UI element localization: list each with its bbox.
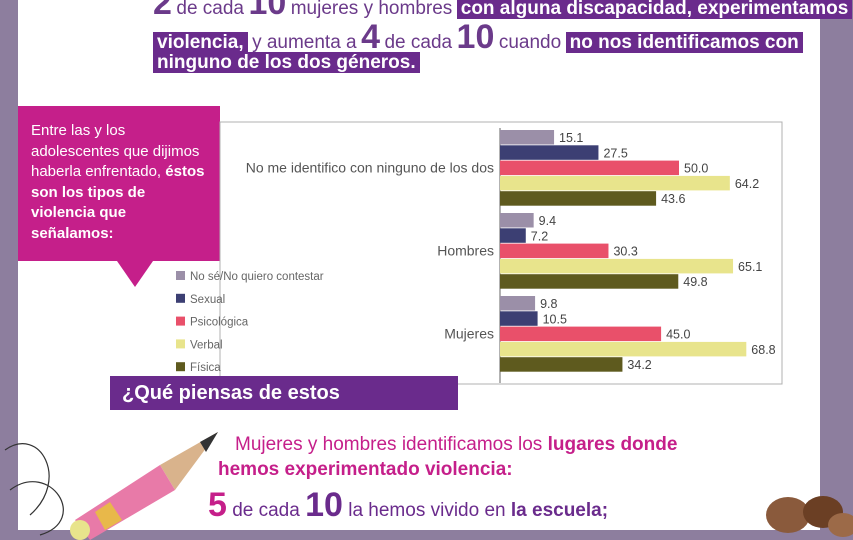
places-line-2: hemos experimentado violencia: xyxy=(218,459,513,481)
data-label: 64.2 xyxy=(735,177,759,191)
headline-highlight: violencia, xyxy=(153,32,248,53)
places-highlight: la escuela; xyxy=(510,500,609,521)
data-label: 45.0 xyxy=(666,328,690,342)
places-text: la hemos vivido en xyxy=(348,500,506,521)
bar xyxy=(500,213,534,228)
places-line-1: Mujeres y hombres identificamos los luga… xyxy=(235,434,677,456)
headline-number-10: 10 xyxy=(248,0,287,22)
places-highlight: lugares donde xyxy=(547,434,678,455)
bar xyxy=(500,274,679,289)
data-label: 15.1 xyxy=(559,131,583,145)
headline-text: cuando xyxy=(498,32,562,53)
data-label: 49.8 xyxy=(683,275,707,289)
headline-text: y aumenta a xyxy=(252,32,357,53)
data-label: 65.1 xyxy=(738,260,762,274)
category-label: Hombres xyxy=(437,242,494,258)
headline-text: mujeres y hombres xyxy=(290,0,453,19)
bar xyxy=(500,228,526,243)
places-number-5: 5 xyxy=(208,486,227,524)
bar xyxy=(500,243,609,259)
data-label: 9.4 xyxy=(539,214,556,228)
headline-line-1: 2 de cada 10 mujeres y hombres con algun… xyxy=(153,0,853,20)
headline-number-4: 4 xyxy=(361,18,381,56)
headline-line-3: ninguno de los dos géneros. xyxy=(153,52,853,74)
legend-swatch xyxy=(176,362,185,372)
callout-pointer xyxy=(117,261,153,287)
legend-label: Sexual xyxy=(190,294,225,306)
data-label: 43.6 xyxy=(661,192,685,206)
question-banner: ¿Qué piensas de estos resultados? xyxy=(110,376,458,438)
data-label: 34.2 xyxy=(627,358,651,372)
butterfly-illustration xyxy=(766,496,853,537)
legend-label: Psicológica xyxy=(190,317,249,329)
legend-swatch xyxy=(176,271,185,280)
data-label: 68.8 xyxy=(751,343,775,357)
category-label: Mujeres xyxy=(444,325,494,341)
headline-number-2: 2 xyxy=(153,0,172,22)
places-number-10: 10 xyxy=(305,486,343,524)
bar xyxy=(500,258,734,274)
data-label: 7.2 xyxy=(531,229,548,243)
chart-frame xyxy=(219,121,783,385)
places-text: Mujeres y hombres identificamos los xyxy=(235,434,543,455)
chart-category-labels: No me identifico con ninguno de los dos H… xyxy=(246,159,494,341)
intro-callout: Entre las y los adolescentes que dijimos… xyxy=(18,106,220,261)
data-label: 10.5 xyxy=(543,312,567,326)
data-label: 9.8 xyxy=(540,297,557,311)
places-line-3: 5 de cada 10 la hemos vivido en la escue… xyxy=(208,488,609,522)
bar xyxy=(500,326,662,342)
bar xyxy=(500,311,538,326)
legend-label: Verbal xyxy=(190,339,223,351)
pencil-illustration xyxy=(4,432,218,540)
headline-line-2: violencia, y aumenta a 4 de cada 10 cuan… xyxy=(153,20,853,54)
category-label: No me identifico con ninguno de los dos xyxy=(246,159,494,175)
data-label: 30.3 xyxy=(613,245,637,259)
bar xyxy=(500,130,555,145)
bar xyxy=(500,145,599,160)
data-label: 27.5 xyxy=(603,146,627,160)
chart-legend: No sé/No quiero contestar Sexual Psicológi… xyxy=(176,271,324,374)
legend-label: No sé/No quiero contestar xyxy=(190,271,324,283)
headline-text: de cada xyxy=(384,32,453,53)
legend-swatch xyxy=(176,339,185,349)
legend-label: Física xyxy=(190,362,221,374)
bar xyxy=(500,357,623,372)
headline-number-10: 10 xyxy=(456,18,495,56)
data-label: 50.0 xyxy=(684,162,708,176)
places-highlight: hemos experimentado violencia: xyxy=(218,459,513,480)
bar xyxy=(500,341,747,357)
headline-highlight: con alguna discapacidad, experimentamos xyxy=(456,0,853,19)
headline-highlight: ninguno de los dos géneros. xyxy=(153,52,420,73)
legend-swatch xyxy=(176,316,185,326)
intro-text: Entre las y los adolescentes que dijimos… xyxy=(31,122,200,180)
headline-highlight: no nos identificamos con xyxy=(565,32,803,53)
chart-bars: 15.1 27.5 50.0 64.2 43.6 9.47.2 30.3 65.1 49.8 9.… xyxy=(500,130,776,372)
places-text: de cada xyxy=(232,500,300,521)
bar xyxy=(500,175,730,191)
legend-swatch xyxy=(176,293,185,303)
bar xyxy=(500,191,657,206)
headline-text: de cada xyxy=(176,0,244,19)
bar xyxy=(500,296,536,311)
bar xyxy=(500,160,679,176)
intro-bold-text: éstos son los tipos de violencia que señ… xyxy=(31,163,205,242)
